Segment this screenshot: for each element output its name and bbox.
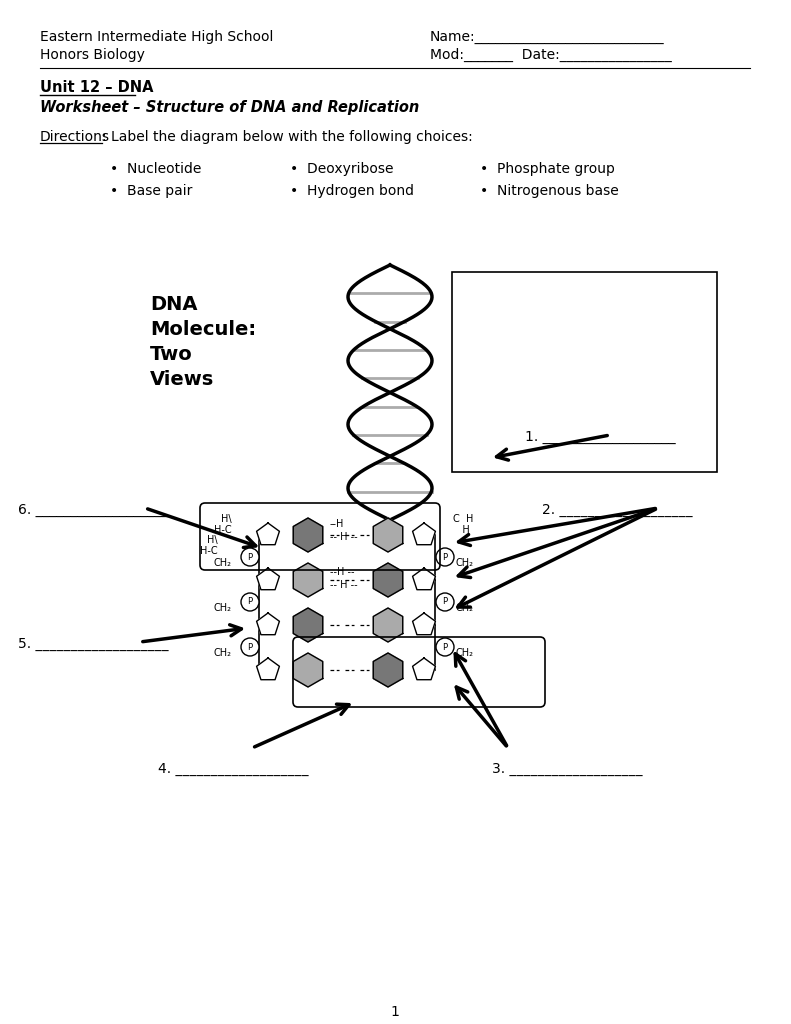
Text: : Label the diagram below with the following choices:: : Label the diagram below with the follo… [102,130,473,144]
Polygon shape [256,658,279,680]
Text: •  Phosphate group: • Phosphate group [480,162,615,176]
Text: 4. ___________________: 4. ___________________ [158,762,308,776]
Circle shape [241,593,259,611]
Text: 1: 1 [391,1005,399,1019]
Polygon shape [256,613,279,635]
Text: -- H --: -- H -- [330,580,358,590]
Polygon shape [293,608,323,642]
Text: CH₂: CH₂ [455,648,473,658]
Text: •  Deoxyribose: • Deoxyribose [290,162,393,176]
Text: P: P [442,597,448,606]
Text: H: H [453,525,470,535]
Text: P: P [248,642,252,651]
Text: •  Nitrogenous base: • Nitrogenous base [480,184,619,198]
Text: 6. ___________________: 6. ___________________ [18,503,168,517]
Text: Worksheet – Structure of DNA and Replication: Worksheet – Structure of DNA and Replica… [40,100,419,115]
Text: 5. ___________________: 5. ___________________ [18,637,168,651]
Polygon shape [413,523,435,545]
Text: --H --: --H -- [330,567,354,577]
Polygon shape [373,653,403,687]
Polygon shape [256,523,279,545]
Circle shape [436,548,454,566]
Text: Eastern Intermediate High School: Eastern Intermediate High School [40,30,274,44]
Text: H\: H\ [221,514,232,524]
Text: 2. ___________________: 2. ___________________ [542,503,692,517]
Text: P: P [248,597,252,606]
Polygon shape [293,518,323,552]
Text: C  H: C H [453,514,473,524]
Polygon shape [373,518,403,552]
Polygon shape [293,653,323,687]
Text: •  Nucleotide: • Nucleotide [110,162,202,176]
Text: CH₂: CH₂ [455,558,473,568]
Text: 1. ___________________: 1. ___________________ [525,430,676,444]
Circle shape [436,593,454,611]
Text: Honors Biology: Honors Biology [40,48,145,62]
Text: H-C: H-C [200,546,218,556]
Text: Name:___________________________: Name:___________________________ [430,30,664,44]
Text: Directions: Directions [40,130,110,144]
Polygon shape [413,568,435,590]
Text: --H: --H [330,519,344,529]
Text: •  Base pair: • Base pair [110,184,192,198]
Text: P: P [248,553,252,561]
Text: CH₂: CH₂ [214,558,232,568]
Text: CH₂: CH₂ [214,603,232,613]
Text: H-C: H-C [214,525,232,535]
Polygon shape [413,658,435,680]
Circle shape [241,638,259,656]
Text: -- H --: -- H -- [330,532,358,542]
Text: 3. ___________________: 3. ___________________ [492,762,642,776]
Polygon shape [293,563,323,597]
Text: CH₂: CH₂ [455,603,473,613]
Text: P: P [442,553,448,561]
Circle shape [241,548,259,566]
Text: P: P [442,642,448,651]
Text: H\: H\ [207,535,218,545]
Text: DNA
Molecule:
Two
Views: DNA Molecule: Two Views [150,295,256,389]
Text: Mod:_______  Date:________________: Mod:_______ Date:________________ [430,48,672,62]
Text: CH₂: CH₂ [214,648,232,658]
Polygon shape [256,568,279,590]
Polygon shape [373,608,403,642]
Text: •  Hydrogen bond: • Hydrogen bond [290,184,414,198]
Polygon shape [413,613,435,635]
Circle shape [436,638,454,656]
Polygon shape [373,563,403,597]
Text: Unit 12 – DNA: Unit 12 – DNA [40,80,153,95]
